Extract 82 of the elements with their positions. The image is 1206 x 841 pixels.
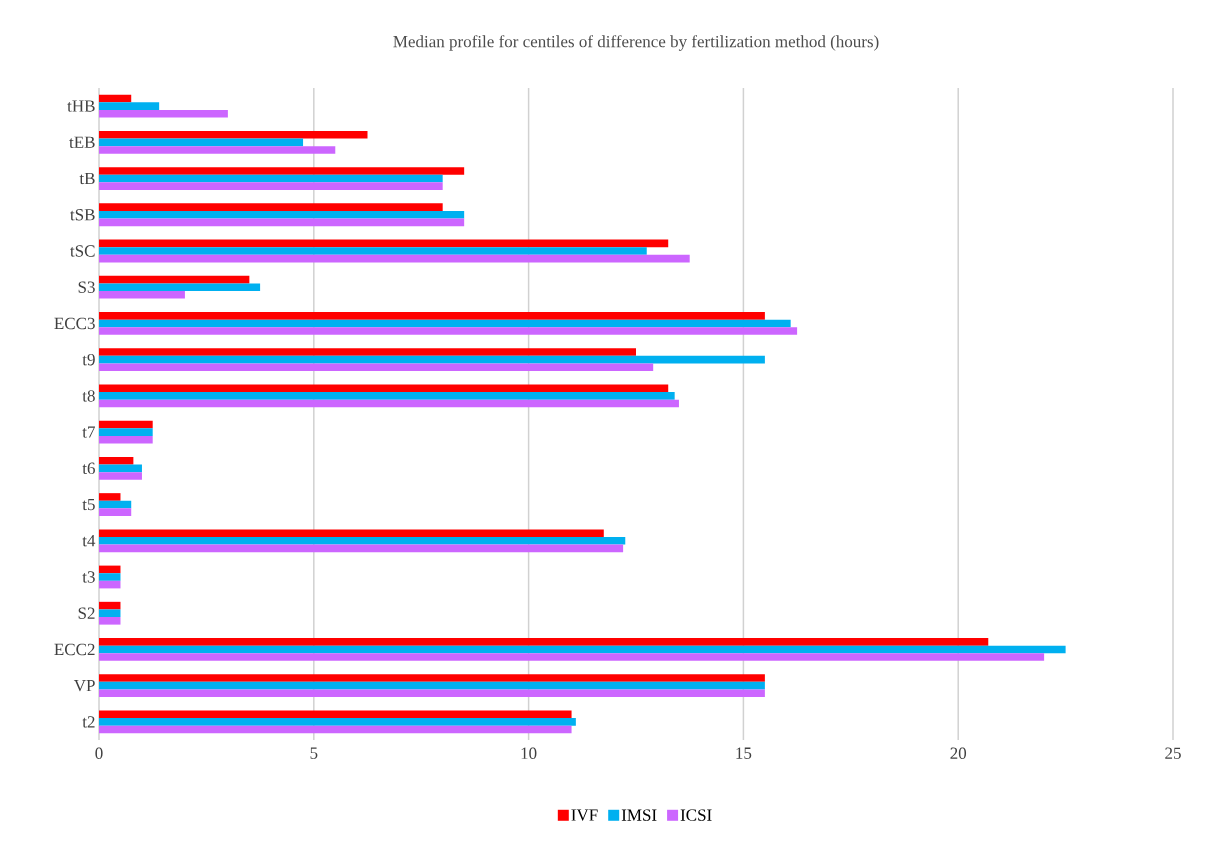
y-tick-label: tB	[79, 172, 95, 185]
bar	[99, 710, 572, 719]
bar	[99, 146, 336, 154]
x-tick-label: 10	[521, 747, 537, 760]
bar	[99, 109, 228, 118]
y-tick-label: tSB	[70, 209, 95, 221]
bar	[99, 544, 624, 553]
bar	[99, 392, 675, 400]
bar	[99, 399, 679, 408]
bar	[99, 247, 647, 255]
bar	[99, 536, 626, 545]
x-tick-label: 5	[310, 747, 318, 759]
y-tick-label: S3	[78, 281, 95, 293]
y-tick-label: tEB	[69, 136, 95, 148]
bar	[99, 203, 443, 211]
bar	[99, 319, 791, 328]
y-tick-label: ECC2	[54, 643, 95, 656]
bar	[99, 645, 1066, 654]
y-tick-label: t5	[82, 498, 95, 511]
x-tick-label: 25	[1165, 747, 1181, 759]
y-tick-label: t2	[82, 716, 95, 728]
bar	[99, 638, 989, 646]
x-tick-label: 20	[950, 747, 967, 760]
bar	[99, 130, 368, 139]
bar	[99, 327, 798, 335]
bar	[99, 138, 304, 147]
y-tick-label: t4	[82, 535, 96, 547]
bar	[99, 210, 465, 219]
y-tick-label: t3	[82, 571, 95, 583]
bar	[99, 363, 654, 372]
bar	[99, 428, 153, 436]
bar	[99, 167, 465, 175]
bar	[99, 681, 765, 690]
y-tick-label: ECC3	[54, 317, 95, 330]
bar	[99, 355, 765, 364]
bar	[99, 348, 636, 356]
bar	[99, 609, 121, 618]
bar	[99, 182, 443, 190]
bar	[99, 218, 465, 227]
bar	[99, 529, 604, 537]
y-tick-label: tSC	[70, 245, 95, 257]
legend-label: ICSI	[680, 809, 712, 821]
bar	[99, 653, 1045, 661]
bar	[99, 239, 669, 248]
legend-label: IVF	[571, 809, 598, 821]
legend-label: IMSI	[621, 809, 657, 821]
x-tick-label: 15	[736, 747, 752, 759]
bar	[99, 435, 153, 444]
y-tick-label: t7	[82, 426, 95, 438]
bar	[99, 384, 669, 393]
y-tick-label: t8	[82, 390, 95, 402]
x-tick-label: 0	[95, 747, 103, 760]
bar	[99, 102, 160, 110]
bar	[99, 508, 132, 516]
bar	[99, 283, 261, 292]
bar	[99, 420, 153, 429]
bar	[99, 291, 185, 299]
bar	[99, 94, 132, 103]
bar	[99, 725, 572, 734]
y-tick-label: t6	[82, 462, 95, 475]
bar	[99, 573, 121, 581]
y-tick-label: VP	[73, 679, 95, 692]
bar	[99, 493, 121, 501]
bar	[99, 254, 690, 263]
bar	[99, 275, 250, 284]
bar	[99, 312, 765, 320]
bar	[99, 500, 132, 509]
bar	[99, 456, 134, 465]
y-tick-label: S2	[78, 607, 95, 619]
bar	[99, 464, 142, 473]
bar	[99, 689, 765, 698]
bar	[99, 472, 142, 480]
bar	[99, 565, 121, 574]
bar	[99, 718, 576, 726]
bar	[99, 674, 765, 682]
bar	[99, 174, 443, 183]
bar	[99, 601, 121, 610]
y-tick-label: tHB	[67, 100, 95, 112]
bar	[99, 580, 121, 589]
chart-title: Median profile for centiles of difference by fertilization method (hours)	[393, 35, 879, 51]
y-tick-label: t9	[82, 353, 95, 366]
bar	[99, 617, 121, 625]
